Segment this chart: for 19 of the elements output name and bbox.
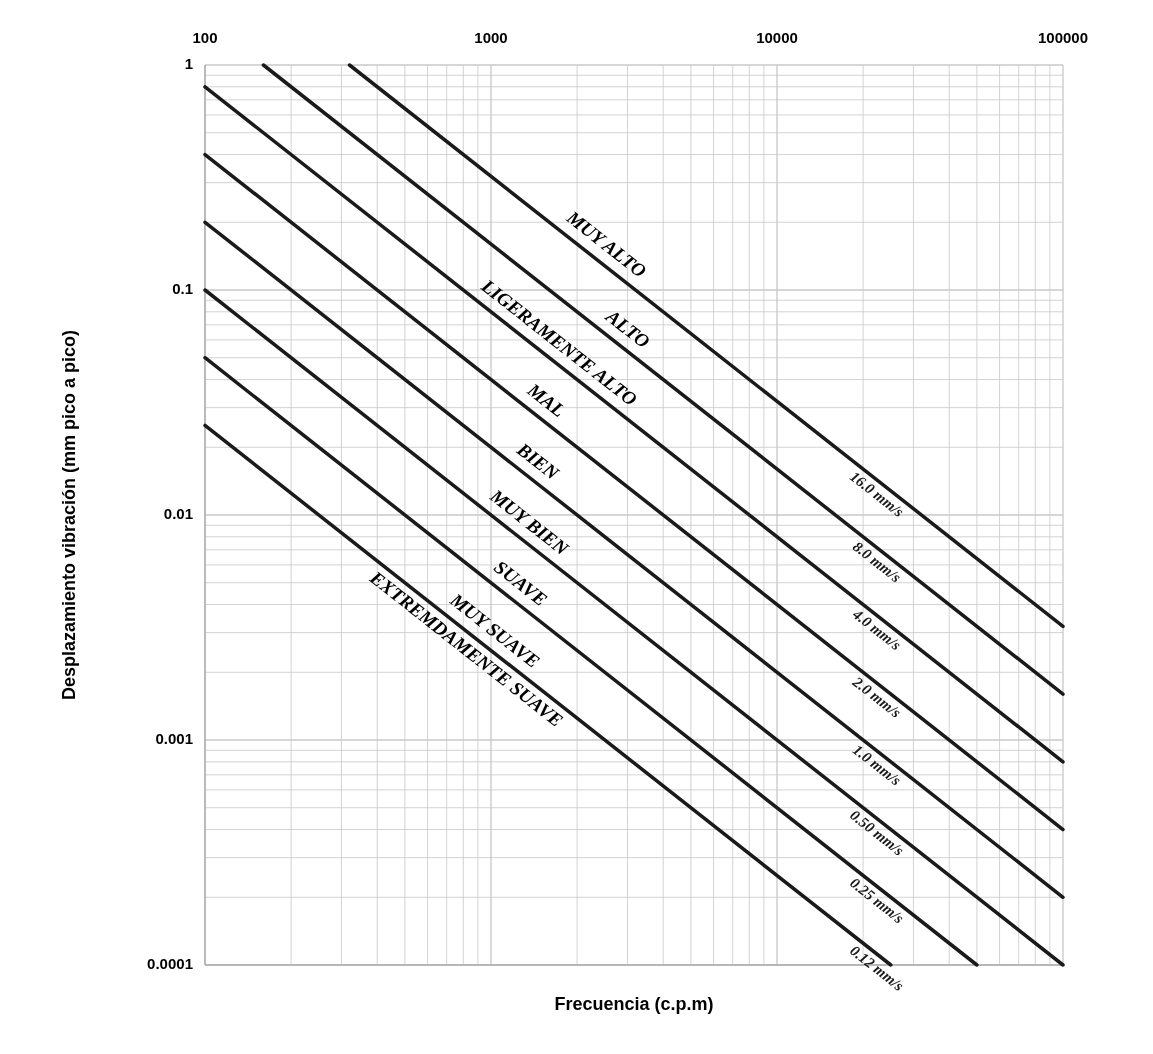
y-axis-title: Desplazamiento vibración (mm pico a pico) [59, 329, 79, 701]
y-tick-label: 0.1 [172, 279, 193, 297]
text: 16.0 mm/s [847, 468, 907, 521]
text: 8.0 mm/s [850, 538, 904, 586]
x-tick-label: 100000 [1037, 29, 1089, 46]
x-tick-label: 100 [192, 29, 218, 46]
text: 0.25 mm/s [847, 874, 907, 927]
text: 0.12 mm/s [847, 942, 907, 995]
text: 4.0 mm/s [849, 605, 904, 654]
y-tick-label: 0.0001 [147, 954, 193, 972]
text: 2.0 mm/s [849, 673, 904, 721]
x-tick-label: 10000 [756, 29, 798, 46]
y-tick-label: 1 [184, 54, 193, 72]
text: 1.0 mm/s [850, 741, 904, 789]
text: 0.50 mm/s [847, 806, 907, 859]
y-tick-label: 0.01 [163, 504, 193, 522]
y-tick-label: 0.001 [155, 729, 193, 747]
x-tick-label: 1000 [474, 29, 508, 46]
x-axis-title: Frecuencia (c.p.m) [554, 994, 714, 1014]
